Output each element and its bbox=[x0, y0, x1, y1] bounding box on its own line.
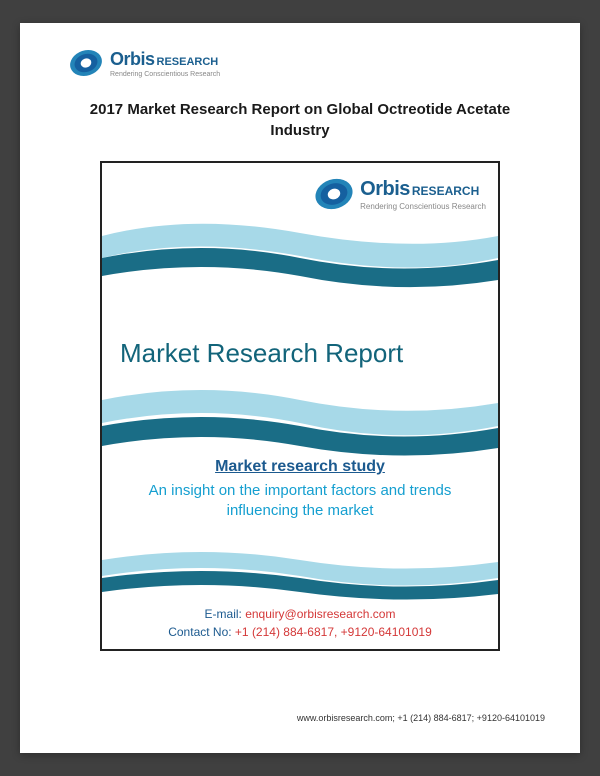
study-description: An insight on the important factors and … bbox=[117, 481, 483, 522]
wave-bottom-decoration bbox=[102, 546, 498, 601]
cover-main-heading: Market Research Report bbox=[120, 338, 403, 369]
logo-name-main: Orbis bbox=[110, 49, 155, 70]
logo-icon bbox=[68, 45, 104, 81]
logo-text: Orbis RESEARCH Rendering Conscientious R… bbox=[110, 49, 220, 78]
cover-logo-tagline: Rendering Conscientious Research bbox=[360, 202, 486, 211]
wave-mid-decoration bbox=[102, 378, 498, 463]
study-title: Market research study bbox=[117, 458, 483, 476]
cover-logo: Orbis RESEARCH Rendering Conscientious R… bbox=[313, 173, 486, 215]
cover-logo-icon bbox=[313, 173, 355, 215]
document-page: Orbis RESEARCH Rendering Conscientious R… bbox=[20, 23, 580, 753]
phone-value: +1 (214) 884-6817, +9120-64101019 bbox=[235, 625, 432, 639]
logo-tagline: Rendering Conscientious Research bbox=[110, 71, 220, 78]
study-section: Market research study An insight on the … bbox=[102, 458, 498, 522]
email-label: E-mail: bbox=[205, 607, 246, 621]
email-value: enquiry@orbisresearch.com bbox=[245, 607, 395, 621]
logo-name-sub: RESEARCH bbox=[157, 56, 219, 68]
cover-logo-name-sub: RESEARCH bbox=[412, 184, 479, 198]
header-logo: Orbis RESEARCH Rendering Conscientious R… bbox=[68, 45, 550, 81]
phone-label: Contact No: bbox=[168, 625, 235, 639]
page-footer: www.orbisresearch.com; +1 (214) 884-6817… bbox=[297, 713, 545, 723]
cover-logo-name-main: Orbis bbox=[360, 178, 410, 201]
cover-image: Orbis RESEARCH Rendering Conscientious R… bbox=[100, 161, 500, 651]
contact-section: E-mail: enquiry@orbisresearch.com Contac… bbox=[102, 605, 498, 641]
wave-top-decoration bbox=[102, 218, 498, 293]
report-title: 2017 Market Research Report on Global Oc… bbox=[50, 99, 550, 141]
